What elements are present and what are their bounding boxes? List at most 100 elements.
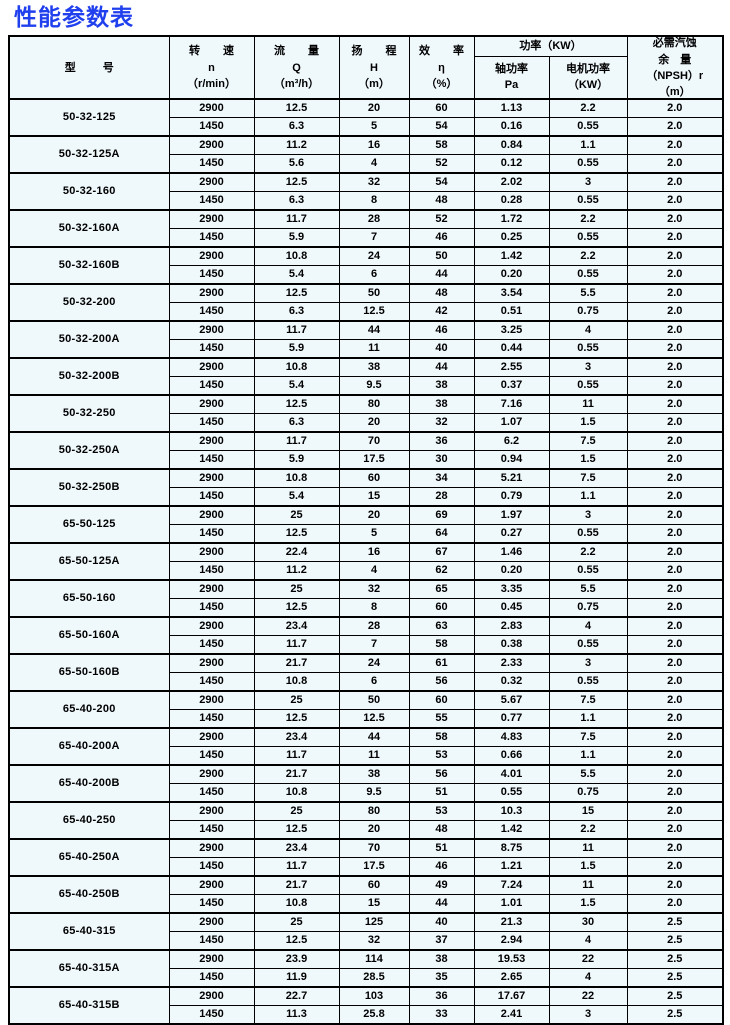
cell-shaft-power: 1.97 — [473, 504, 550, 525]
cell-npsh: 2.0 — [626, 430, 724, 451]
column-header-shaft-power: 轴功率 Pa — [473, 55, 550, 100]
cell-head: 4 — [338, 560, 410, 581]
cell-motor-power: 2.2 — [548, 97, 628, 118]
cell-head: 114 — [338, 948, 410, 969]
head-name: 扬 程 — [351, 45, 403, 58]
cell-efficiency: 46 — [408, 319, 475, 340]
cell-efficiency: 58 — [408, 634, 475, 655]
table-row: 65-50-160A 2900 23.4 28 63 2.83 4 2.0 — [8, 615, 724, 655]
table-row: 1450 6.3 8 48 0.28 0.55 2.0 — [9, 190, 724, 211]
cell-efficiency: 37 — [408, 930, 475, 951]
table-header: 型 号 转 速 n （r/min） 流 量 Q （m³/h） 扬 程 H （m） — [8, 35, 724, 100]
cell-efficiency: 46 — [408, 856, 475, 877]
cell-head: 15 — [338, 486, 410, 507]
cell-motor-power: 1.5 — [548, 856, 628, 877]
table-row: 65-40-200 2900 25 50 60 5.67 7.5 2.0 — [8, 689, 724, 729]
cell-head: 20 — [338, 819, 410, 840]
cell-head: 103 — [338, 985, 410, 1006]
cell-head: 20 — [338, 504, 410, 525]
cell-flow: 25 — [253, 689, 340, 710]
table-row: 1450 11.7 11 53 0.66 1.1 2.0 — [9, 745, 724, 766]
cell-head: 17.5 — [338, 856, 410, 877]
cell-flow: 5.4 — [253, 264, 340, 285]
cell-model: 50-32-160 — [8, 171, 170, 211]
cell-npsh: 2.0 — [626, 893, 724, 914]
cell-shaft-power: 0.55 — [473, 782, 550, 803]
cell-shaft-power: 10.3 — [473, 800, 550, 821]
cell-npsh: 2.0 — [626, 116, 724, 137]
cell-efficiency: 38 — [408, 375, 475, 396]
cell-npsh: 2.0 — [626, 652, 724, 673]
table-row: 1450 12.5 12.5 55 0.77 1.1 2.0 — [9, 708, 724, 729]
cell-shaft-power: 2.65 — [473, 967, 550, 988]
cell-npsh: 2.0 — [626, 190, 724, 211]
cell-speed: 2900 — [168, 874, 255, 895]
cell-model: 65-50-125 — [8, 504, 170, 544]
cell-motor-power: 1.5 — [548, 449, 628, 470]
efficiency-symbol: η — [438, 61, 445, 74]
cell-flow: 6.3 — [253, 412, 340, 433]
cell-flow: 11.7 — [253, 856, 340, 877]
cell-head: 25.8 — [338, 1004, 410, 1025]
cell-model: 50-32-125 — [8, 97, 170, 137]
cell-head: 8 — [338, 190, 410, 211]
cell-shaft-power: 17.67 — [473, 985, 550, 1006]
cell-flow: 10.8 — [253, 467, 340, 488]
speed-unit: （r/min） — [187, 77, 236, 90]
cell-speed: 2900 — [168, 282, 255, 303]
cell-flow: 21.7 — [253, 763, 340, 784]
cell-efficiency: 55 — [408, 708, 475, 729]
cell-flow: 5.4 — [253, 486, 340, 507]
cell-head: 16 — [338, 541, 410, 562]
cell-head: 44 — [338, 726, 410, 747]
table-row: 50-32-200 2900 12.5 50 48 3.54 5.5 2.0 — [8, 282, 724, 322]
cell-npsh: 2.0 — [626, 615, 724, 636]
flow-name: 流 量 — [274, 45, 325, 58]
cell-motor-power: 2.2 — [548, 541, 628, 562]
table-body: 50-32-125 2900 12.5 20 60 1.13 2.2 2.0 1450 6.3 5 5… — [8, 97, 724, 1025]
cell-efficiency: 49 — [408, 874, 475, 895]
cell-efficiency: 64 — [408, 523, 475, 544]
cell-efficiency: 48 — [408, 819, 475, 840]
cell-shaft-power: 0.16 — [473, 116, 550, 137]
cell-npsh: 2.0 — [626, 504, 724, 525]
cell-speed: 2900 — [168, 208, 255, 229]
cell-head: 70 — [338, 430, 410, 451]
cell-motor-power: 4 — [548, 615, 628, 636]
speed-name: 转 速 — [189, 45, 240, 58]
cell-motor-power: 0.55 — [548, 153, 628, 174]
cell-npsh: 2.0 — [626, 375, 724, 396]
cell-head: 7 — [338, 227, 410, 248]
cell-speed: 1450 — [168, 856, 255, 877]
cell-npsh: 2.0 — [626, 671, 724, 692]
cell-motor-power: 2.2 — [548, 245, 628, 266]
cell-speed: 2900 — [168, 504, 255, 525]
performance-parameter-table: 型 号 转 速 n （r/min） 流 量 Q （m³/h） 扬 程 H （m） — [8, 35, 725, 1025]
table-row: 1450 5.4 6 44 0.20 0.55 2.0 — [9, 264, 724, 285]
cell-npsh: 2.0 — [626, 171, 724, 192]
cell-head: 5 — [338, 523, 410, 544]
cell-head: 50 — [338, 282, 410, 303]
table-row: 1450 11.7 17.5 46 1.21 1.5 2.0 — [9, 856, 724, 877]
cell-npsh: 2.5 — [626, 948, 724, 969]
cell-shaft-power: 7.16 — [473, 393, 550, 414]
cell-efficiency: 36 — [408, 430, 475, 451]
table-row: 1450 11.2 4 62 0.20 0.55 2.0 — [9, 560, 724, 581]
npsh-line-2: 余 量 — [658, 53, 692, 66]
cell-shaft-power: 6.2 — [473, 430, 550, 451]
cell-head: 15 — [338, 893, 410, 914]
table-row: 50-32-200A 2900 11.7 44 46 3.25 4 2.0 — [8, 319, 724, 359]
cell-flow: 5.6 — [253, 153, 340, 174]
column-header-motor-power: 电机功率 （KW） — [548, 55, 628, 100]
cell-head: 4 — [338, 153, 410, 174]
cell-head: 80 — [338, 393, 410, 414]
cell-head: 17.5 — [338, 449, 410, 470]
cell-npsh: 2.0 — [626, 745, 724, 766]
cell-speed: 1450 — [168, 449, 255, 470]
cell-motor-power: 11 — [548, 874, 628, 895]
npsh-line-4: （m） — [658, 85, 691, 98]
cell-head: 32 — [338, 171, 410, 192]
cell-head: 28.5 — [338, 967, 410, 988]
cell-speed: 2900 — [168, 689, 255, 710]
cell-speed: 2900 — [168, 615, 255, 636]
